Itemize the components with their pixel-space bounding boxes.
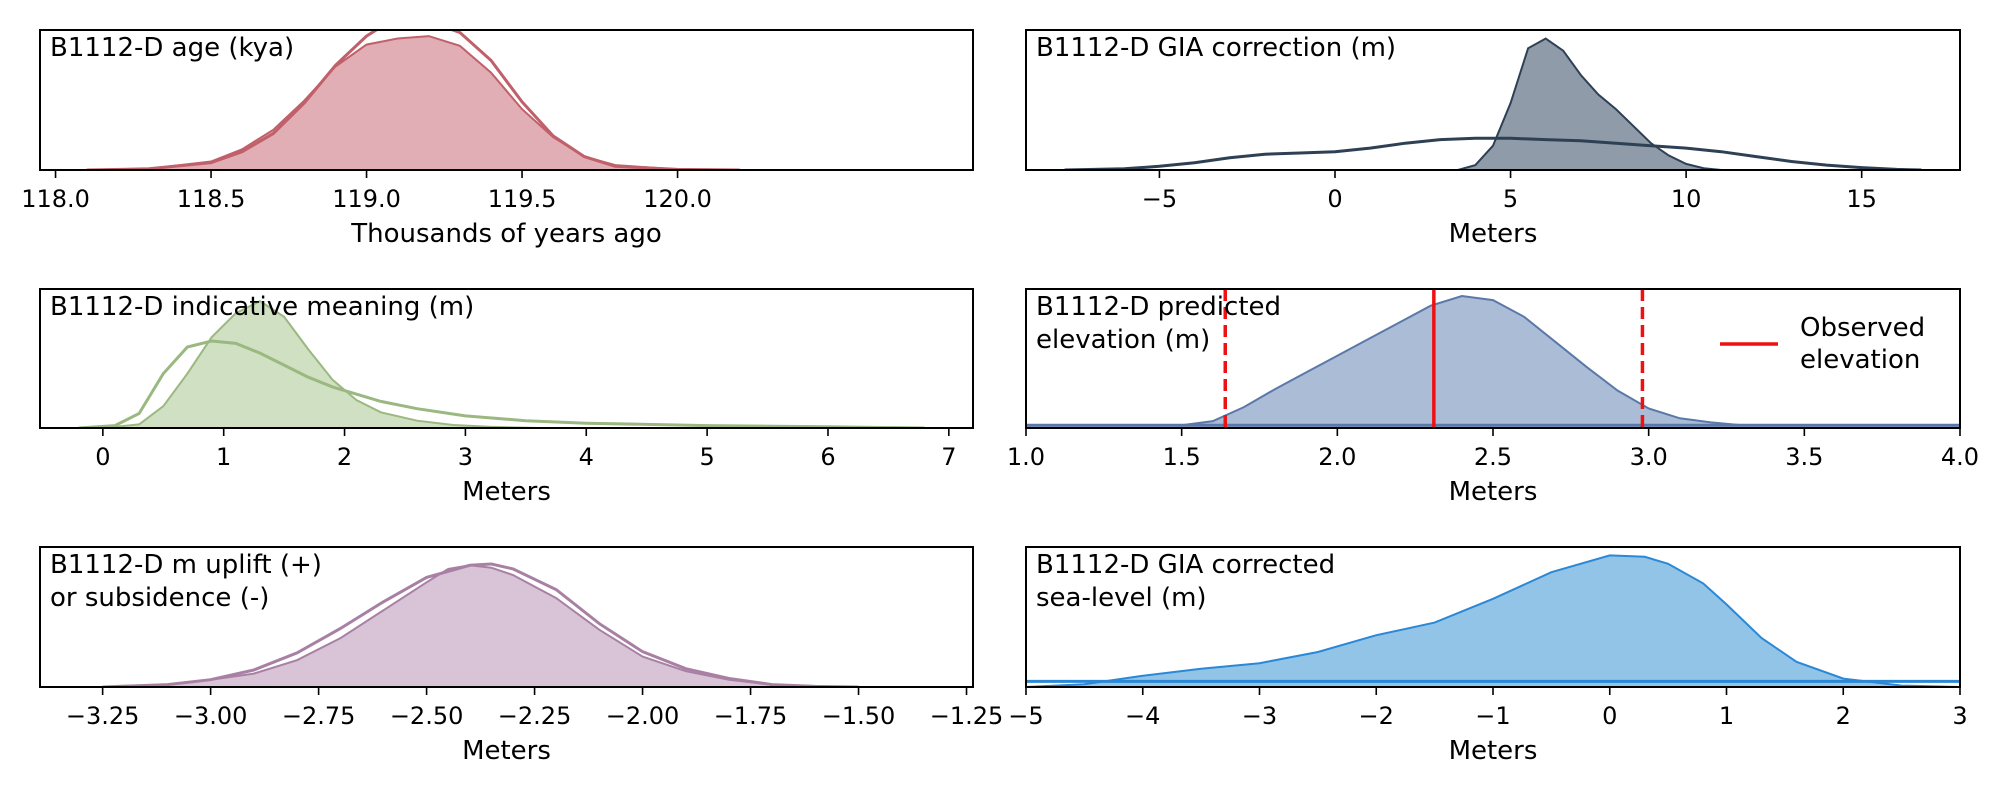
x-tick-label: −5 (1142, 185, 1177, 213)
x-tick-label: 6 (820, 443, 835, 471)
density-outline (1026, 554, 1960, 687)
axes-frame (39, 29, 974, 171)
x-tick-label: 7 (941, 443, 956, 471)
axes-frame (1025, 29, 1961, 171)
panel-title: elevation (m) (1036, 325, 1210, 355)
axes-frame (39, 288, 974, 429)
x-tick-label: 2.5 (1474, 443, 1512, 471)
x-tick-label: 1.5 (1163, 443, 1201, 471)
x-tick-label: 4 (579, 443, 594, 471)
x-tick-label: 3.5 (1785, 443, 1823, 471)
plot-area (78, 299, 925, 428)
panel-uplift: B1112-D m uplift (+)or subsidence (-) −3.… (39, 546, 1004, 766)
x-tick-label: −4 (1125, 702, 1160, 730)
plot-area (1064, 37, 1922, 170)
legend-label: Observed (1800, 313, 1925, 343)
density-outline (78, 299, 538, 428)
legend-label: elevation (1800, 345, 1920, 375)
axes-frame (39, 546, 974, 688)
panel-title: sea-level (m) (1036, 583, 1207, 613)
density-outline (1026, 294, 1960, 427)
x-tick-label: 4.0 (1941, 443, 1979, 471)
x-tick-label: 118.0 (21, 185, 90, 213)
x-tick-label: −1.50 (822, 702, 896, 730)
density-fill (102, 565, 859, 687)
x-tick-label: −1 (1475, 702, 1510, 730)
x-tick-label: −3.00 (174, 702, 248, 730)
density-fill (86, 36, 740, 170)
x-tick-label: 0 (1602, 702, 1617, 730)
x-tick-label: 119.5 (488, 185, 557, 213)
density-fill (1026, 555, 1960, 687)
x-tick-label: 3 (1952, 702, 1967, 730)
panel-title: B1112-D age (kya) (50, 33, 294, 63)
panel-title: B1112-D m uplift (+) (50, 550, 322, 580)
plot-area (86, 30, 740, 170)
x-tick-label: 1.0 (1007, 443, 1045, 471)
panel-age: B1112-D age (kya) 118.0 118.5 119.0 119.5 120… (21, 29, 974, 249)
x-axis-label: Meters (1449, 477, 1538, 507)
x-tick-label: 1 (1719, 702, 1734, 730)
x-tick-label: 118.5 (177, 185, 246, 213)
prior-density-line (86, 30, 740, 170)
panel-title: B1112-D indicative meaning (m) (50, 292, 474, 322)
density-fill (78, 301, 538, 428)
x-tick-label: −2.75 (282, 702, 356, 730)
panel-indicative: B1112-D indicative meaning (m) 0 1 2 3 4 5 6 7 Me… (39, 288, 974, 507)
x-tick-label: 120.0 (643, 185, 712, 213)
x-tick-label: 3.0 (1630, 443, 1668, 471)
panel-title: or subsidence (-) (50, 583, 269, 613)
x-tick-label: 0 (95, 443, 110, 471)
plot-area (1026, 554, 1960, 687)
plot-area (1026, 289, 1960, 428)
x-axis-label: Meters (1449, 219, 1538, 249)
density-outline (1457, 37, 1722, 170)
x-axis-label: Meters (462, 736, 551, 766)
panel-title: B1112-D GIA correction (m) (1036, 33, 1396, 63)
x-axis-label: Meters (462, 477, 551, 507)
prior-density-line (1064, 136, 1922, 170)
panel-title: B1112-D predicted (1036, 292, 1281, 322)
x-tick-label: 2 (337, 443, 352, 471)
x-tick-label: 5 (1503, 185, 1518, 213)
x-tick-label: 119.0 (332, 185, 401, 213)
x-tick-label: 5 (699, 443, 714, 471)
panel-gia: B1112-D GIA correction (m) −5 0 5 10 15 Meters (1025, 29, 1961, 249)
x-tick-label: −2.25 (498, 702, 572, 730)
x-tick-label: −1.75 (714, 702, 788, 730)
x-tick-label: 15 (1846, 185, 1877, 213)
plot-area (102, 562, 859, 687)
x-tick-label: 1 (216, 443, 231, 471)
x-tick-label: −2.50 (390, 702, 464, 730)
x-tick-label: 2 (1836, 702, 1851, 730)
prior-density-line (102, 562, 859, 687)
x-tick-label: 3 (458, 443, 473, 471)
x-tick-label: −2.00 (606, 702, 680, 730)
x-tick-label: −3.25 (66, 702, 140, 730)
density-fill (1026, 296, 1960, 428)
x-tick-label: −2 (1359, 702, 1394, 730)
x-tick-label: −5 (1008, 702, 1043, 730)
panel-title: B1112-D GIA corrected (1036, 550, 1335, 580)
x-axis-label: Thousands of years ago (350, 219, 662, 249)
density-fill (1457, 38, 1722, 170)
x-tick-label: −1.25 (930, 702, 1004, 730)
x-tick-label: 0 (1327, 185, 1342, 213)
x-tick-label: 10 (1671, 185, 1702, 213)
prior-density-line (78, 339, 925, 428)
x-tick-label: −3 (1242, 702, 1277, 730)
x-axis-label: Meters (1449, 736, 1538, 766)
x-tick-label: 2.0 (1318, 443, 1356, 471)
